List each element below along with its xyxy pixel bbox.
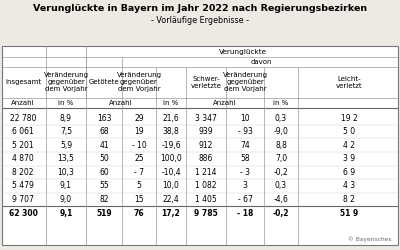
Text: 4 870: 4 870: [12, 154, 34, 163]
Text: 3 347: 3 347: [195, 114, 217, 123]
Text: davon: davon: [250, 59, 272, 65]
Text: Verunglückte: Verunglückte: [219, 49, 267, 55]
Text: 939: 939: [199, 127, 213, 136]
Text: 82: 82: [99, 195, 109, 204]
Text: 886: 886: [199, 154, 213, 163]
Text: 38,8: 38,8: [163, 127, 179, 136]
Text: 19: 19: [134, 127, 144, 136]
Text: 3: 3: [242, 181, 248, 190]
Text: 163: 163: [97, 114, 111, 123]
Text: 5 201: 5 201: [12, 141, 34, 150]
Text: 62 300: 62 300: [8, 209, 38, 218]
Text: 10,3: 10,3: [58, 168, 74, 177]
Text: 60: 60: [99, 168, 109, 177]
Text: 25: 25: [134, 154, 144, 163]
Text: insgesamt: insgesamt: [5, 79, 41, 85]
Text: 10: 10: [240, 114, 250, 123]
Text: 1 405: 1 405: [195, 195, 217, 204]
Text: - 10: - 10: [132, 141, 146, 150]
Text: 0,3: 0,3: [275, 114, 287, 123]
Text: Anzahl: Anzahl: [109, 100, 133, 106]
Text: 1 214: 1 214: [195, 168, 217, 177]
Text: - 18: - 18: [237, 209, 253, 218]
Text: 19 2: 19 2: [341, 114, 357, 123]
Text: 9,1: 9,1: [60, 181, 72, 190]
Text: 22,4: 22,4: [163, 195, 179, 204]
Text: -0,2: -0,2: [274, 168, 288, 177]
Bar: [2, 46, 398, 245]
Text: - 7: - 7: [134, 168, 144, 177]
Text: 9,1: 9,1: [59, 209, 73, 218]
Text: 5: 5: [136, 181, 142, 190]
Text: Veränderung
gegenüber
dem Vorjahr: Veränderung gegenüber dem Vorjahr: [44, 72, 88, 92]
Text: Schwer-
verletzte: Schwer- verletzte: [190, 76, 222, 88]
Text: 29: 29: [134, 114, 144, 123]
Text: 4 3: 4 3: [343, 181, 355, 190]
Text: 5,9: 5,9: [60, 141, 72, 150]
Text: 10,0: 10,0: [162, 181, 180, 190]
Text: 22 780: 22 780: [10, 114, 36, 123]
Text: -9,0: -9,0: [274, 127, 288, 136]
Text: -0,2: -0,2: [273, 209, 289, 218]
Text: -10,4: -10,4: [161, 168, 181, 177]
Text: 519: 519: [96, 209, 112, 218]
Text: -19,6: -19,6: [161, 141, 181, 150]
Text: Anzahl: Anzahl: [213, 100, 237, 106]
Text: 3 9: 3 9: [343, 154, 355, 163]
Text: 4 2: 4 2: [343, 141, 355, 150]
Text: Getötete: Getötete: [89, 79, 119, 85]
Text: Anzahl: Anzahl: [11, 100, 35, 106]
Text: 51 9: 51 9: [340, 209, 358, 218]
Text: 912: 912: [199, 141, 213, 150]
Text: 74: 74: [240, 141, 250, 150]
Text: 6 061: 6 061: [12, 127, 34, 136]
Text: 8 202: 8 202: [12, 168, 34, 177]
Text: Veränderung
gegenüber
dem Vorjahr: Veränderung gegenüber dem Vorjahr: [116, 72, 162, 92]
Text: 9 707: 9 707: [12, 195, 34, 204]
Text: 8,9: 8,9: [60, 114, 72, 123]
Text: - 3: - 3: [240, 168, 250, 177]
Text: 13,5: 13,5: [58, 154, 74, 163]
Text: 17,2: 17,2: [162, 209, 180, 218]
Text: 8 2: 8 2: [343, 195, 355, 204]
Text: 7,5: 7,5: [60, 127, 72, 136]
Text: in %: in %: [273, 100, 289, 106]
Text: in %: in %: [58, 100, 74, 106]
Text: Verunglückte in Bayern im Jahr 2022 nach Regierungsbezirken: Verunglückte in Bayern im Jahr 2022 nach…: [33, 4, 367, 13]
Text: - 67: - 67: [238, 195, 252, 204]
Text: 68: 68: [99, 127, 109, 136]
Text: 9 785: 9 785: [194, 209, 218, 218]
Text: - Vorläufige Ergebnisse -: - Vorläufige Ergebnisse -: [151, 16, 249, 25]
Text: 58: 58: [240, 154, 250, 163]
Text: 7,0: 7,0: [275, 154, 287, 163]
Text: 76: 76: [134, 209, 144, 218]
Text: in %: in %: [163, 100, 179, 106]
Text: 21,6: 21,6: [163, 114, 179, 123]
Text: 6 9: 6 9: [343, 168, 355, 177]
Text: 41: 41: [99, 141, 109, 150]
Text: Leicht-
verletzt: Leicht- verletzt: [336, 76, 362, 88]
Text: 1 082: 1 082: [195, 181, 217, 190]
Text: 55: 55: [99, 181, 109, 190]
Text: 5 0: 5 0: [343, 127, 355, 136]
Text: - 93: - 93: [238, 127, 252, 136]
Text: © Bayerisches: © Bayerisches: [348, 237, 392, 242]
Text: -4,6: -4,6: [274, 195, 288, 204]
Text: 8,8: 8,8: [275, 141, 287, 150]
Text: 9,0: 9,0: [60, 195, 72, 204]
Text: 5 479: 5 479: [12, 181, 34, 190]
Text: 0,3: 0,3: [275, 181, 287, 190]
Text: Veränderung
gegenüber
dem Vorjahr: Veränderung gegenüber dem Vorjahr: [222, 72, 268, 92]
Text: 15: 15: [134, 195, 144, 204]
Text: 50: 50: [99, 154, 109, 163]
Text: 100,0: 100,0: [160, 154, 182, 163]
